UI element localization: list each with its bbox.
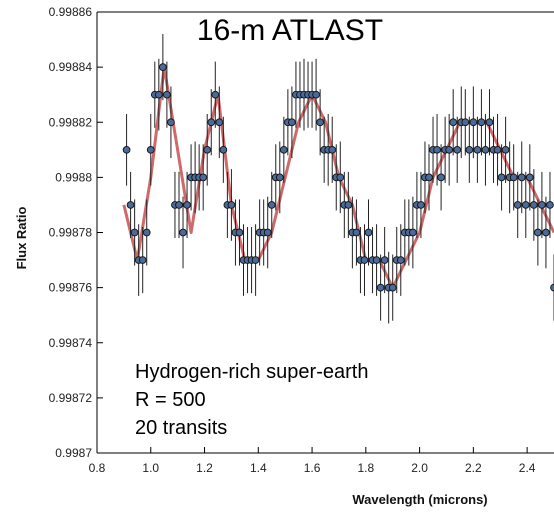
data-point bbox=[154, 90, 163, 99]
data-point bbox=[142, 228, 151, 237]
x-tick-label: 0.8 bbox=[89, 461, 106, 475]
data-point bbox=[219, 145, 228, 154]
x-tick-label: 2.4 bbox=[519, 461, 536, 475]
y-tick-label: 0.99872 bbox=[49, 391, 93, 405]
data-point bbox=[376, 283, 385, 292]
data-point bbox=[409, 228, 417, 237]
y-axis-label: Flux Ratio bbox=[14, 207, 29, 270]
data-point bbox=[501, 145, 510, 154]
data-point bbox=[179, 228, 187, 237]
data-point bbox=[215, 118, 224, 127]
y-tick-label: 0.9988 bbox=[55, 170, 92, 184]
data-point bbox=[336, 173, 345, 182]
data-point bbox=[163, 90, 171, 99]
y-tick-label: 0.9987 bbox=[55, 446, 92, 460]
x-axis-label: Wavelength (microns) bbox=[352, 492, 487, 507]
data-point bbox=[364, 228, 373, 237]
x-tick-label: 2.2 bbox=[465, 461, 482, 475]
data-point bbox=[167, 118, 175, 127]
data-point bbox=[477, 118, 486, 127]
data-point bbox=[159, 63, 167, 71]
data-point bbox=[509, 173, 518, 182]
y-axis-ticks: 0.9987 0.99872 0.99874 0.99876 0.99878 0.9988… bbox=[49, 5, 103, 460]
data-point bbox=[316, 118, 324, 127]
data-point bbox=[288, 118, 296, 127]
data-point bbox=[437, 173, 445, 182]
data-point bbox=[417, 201, 425, 209]
y-tick-label: 0.99878 bbox=[49, 226, 93, 240]
data-point bbox=[344, 201, 353, 209]
x-axis-ticks: 0.8 1.0 1.2 1.4 1.6 1.8 2.0 2.2 2.4 bbox=[89, 447, 536, 475]
data-point bbox=[207, 118, 216, 127]
data-point bbox=[263, 228, 272, 237]
data-point bbox=[175, 201, 183, 209]
data-point bbox=[275, 173, 284, 182]
data-point bbox=[146, 145, 155, 154]
annotation-transits: 20 transits bbox=[135, 417, 227, 439]
data-point bbox=[425, 173, 433, 182]
data-point bbox=[279, 145, 288, 154]
data-point bbox=[235, 228, 244, 237]
data-point bbox=[550, 283, 554, 292]
y-tick-label: 0.99886 bbox=[49, 5, 93, 19]
data-point bbox=[267, 201, 276, 209]
x-tick-label: 1.2 bbox=[196, 461, 213, 475]
data-point bbox=[312, 90, 320, 99]
data-point bbox=[461, 118, 470, 127]
data-point bbox=[485, 118, 494, 127]
data-point bbox=[521, 201, 530, 209]
data-point bbox=[465, 145, 474, 154]
y-tick-label: 0.99874 bbox=[49, 336, 93, 350]
annotation-planet: Hydrogen-rich super-earth bbox=[135, 361, 368, 383]
data-point bbox=[388, 283, 397, 292]
data-point bbox=[513, 201, 522, 209]
chart-title: 16-m ATLAST bbox=[197, 14, 383, 47]
data-point bbox=[122, 145, 131, 154]
data-point bbox=[534, 228, 542, 237]
data-point bbox=[380, 256, 389, 264]
data-point bbox=[211, 90, 220, 99]
data-points-layer bbox=[122, 34, 554, 324]
data-point bbox=[546, 201, 554, 209]
data-point bbox=[529, 201, 538, 209]
data-point bbox=[328, 145, 337, 154]
data-point bbox=[453, 145, 462, 154]
x-tick-label: 1.4 bbox=[250, 461, 267, 475]
x-tick-label: 1.8 bbox=[357, 461, 374, 475]
data-point bbox=[481, 145, 490, 154]
y-tick-label: 0.99884 bbox=[49, 60, 93, 74]
data-point bbox=[538, 201, 546, 209]
data-point bbox=[445, 145, 454, 154]
data-point bbox=[126, 201, 135, 209]
data-point bbox=[493, 145, 502, 154]
data-point bbox=[227, 201, 236, 209]
data-point bbox=[469, 118, 478, 127]
y-tick-label: 0.99876 bbox=[49, 281, 93, 295]
x-tick-label: 1.0 bbox=[142, 461, 159, 475]
data-point bbox=[203, 145, 212, 154]
data-point bbox=[183, 201, 191, 209]
data-point bbox=[130, 228, 139, 237]
data-point bbox=[360, 256, 369, 264]
data-point bbox=[497, 173, 506, 182]
x-tick-label: 2.0 bbox=[411, 461, 428, 475]
y-tick-label: 0.99882 bbox=[49, 115, 93, 129]
x-tick-label: 1.6 bbox=[304, 461, 321, 475]
data-point bbox=[138, 256, 147, 264]
data-point bbox=[199, 173, 208, 182]
data-point bbox=[449, 118, 458, 127]
data-point bbox=[517, 173, 526, 182]
data-point bbox=[525, 173, 534, 182]
data-point bbox=[396, 256, 405, 264]
data-point bbox=[473, 145, 482, 154]
annotation-resolution: R = 500 bbox=[135, 389, 206, 411]
data-point bbox=[372, 256, 381, 264]
data-point bbox=[251, 256, 260, 264]
data-point bbox=[433, 145, 441, 154]
data-point bbox=[542, 228, 550, 237]
data-point bbox=[352, 228, 361, 237]
